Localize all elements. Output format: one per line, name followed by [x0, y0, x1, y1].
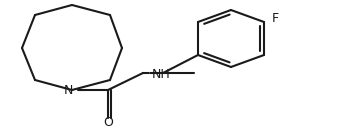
Text: NH: NH	[152, 69, 171, 81]
Text: F: F	[272, 12, 279, 24]
Text: N: N	[63, 84, 73, 96]
Text: O: O	[103, 116, 113, 128]
